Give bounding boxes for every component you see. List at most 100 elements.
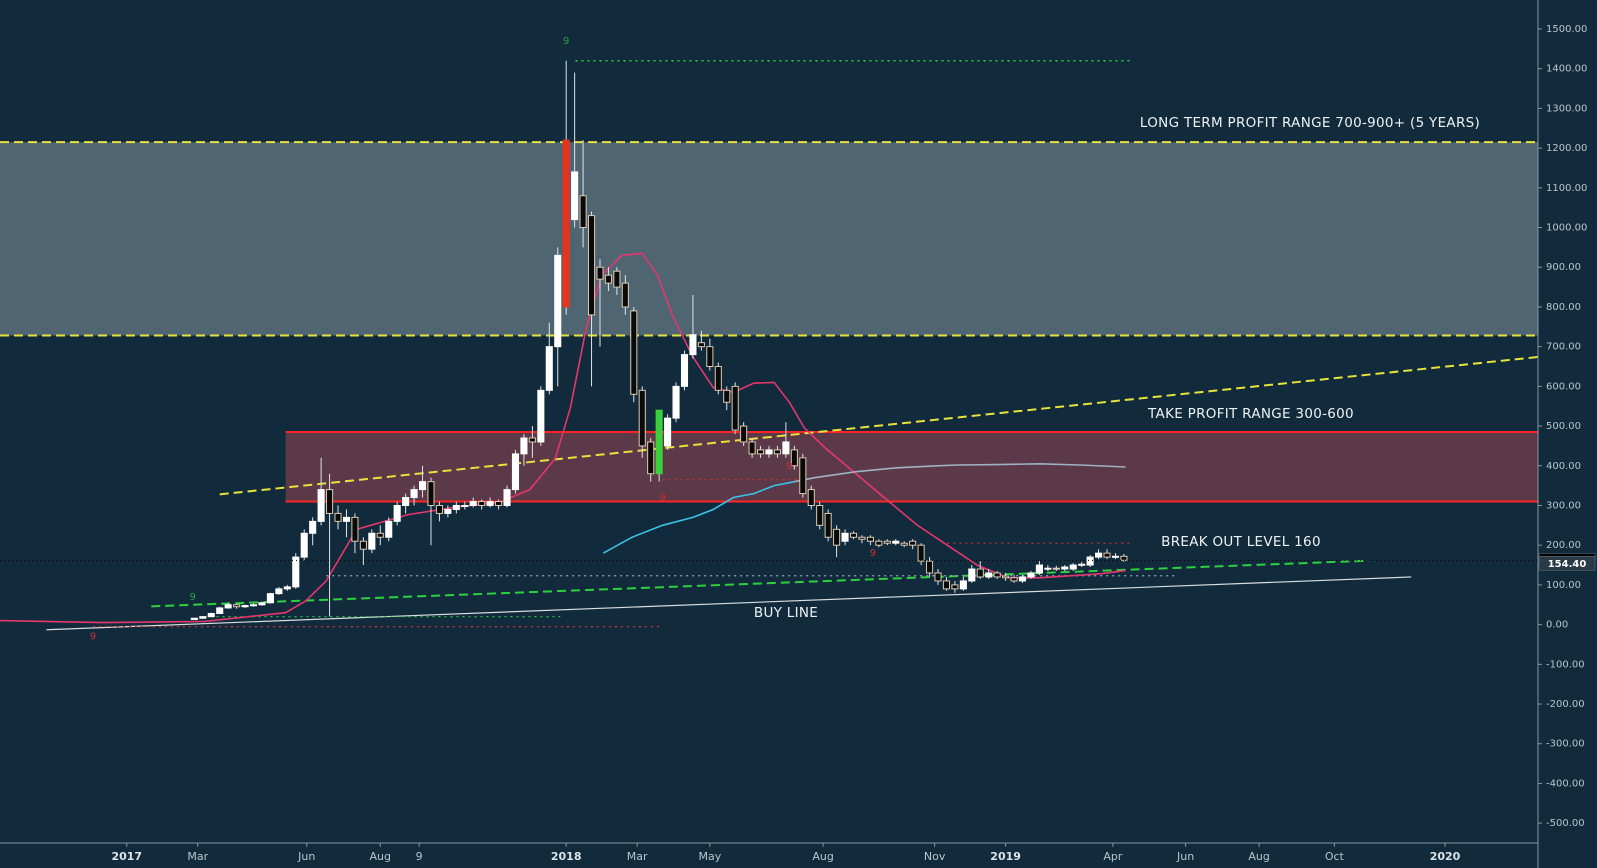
y-tick-label: -100.00 [1546, 659, 1585, 670]
x-tick-label: 2019 [990, 850, 1021, 863]
candle-body [1120, 555, 1128, 561]
candle-body [444, 508, 452, 514]
candle-body [993, 572, 1001, 578]
candle-body [300, 532, 308, 558]
candle-body [1078, 563, 1086, 566]
candle-body [714, 366, 722, 391]
candle-body [782, 441, 790, 455]
td-count: 9 [786, 461, 792, 472]
trend-line [46, 576, 1412, 631]
candle-body [334, 512, 342, 522]
candle-body [511, 453, 520, 491]
candle-body [1103, 552, 1111, 558]
candle-body [537, 389, 545, 443]
candle-body [900, 542, 908, 546]
x-tick-label: Nov [924, 850, 946, 863]
candle-body [587, 215, 596, 316]
y-tick-label: -200.00 [1546, 699, 1585, 710]
candle-body [875, 540, 883, 546]
candle-body [731, 385, 739, 431]
candle-body [1010, 577, 1018, 582]
trend-line [151, 559, 1370, 608]
candle-body [283, 586, 291, 590]
candle-body [748, 441, 756, 455]
candle-body [664, 417, 672, 447]
x-tick-label: 2020 [1430, 850, 1461, 863]
candle-body [757, 449, 765, 455]
y-tick-label: 1000.00 [1546, 223, 1587, 234]
candle-body [410, 489, 418, 499]
candle-body [638, 389, 646, 447]
candle-body [233, 604, 241, 608]
candle-body [1095, 552, 1103, 558]
candle-body [883, 540, 891, 544]
candle-body [545, 346, 553, 391]
candle-body [1111, 555, 1120, 558]
candle-body [858, 536, 866, 540]
y-tick-label: -400.00 [1546, 778, 1585, 789]
candle-body [452, 504, 460, 510]
candle-body [630, 310, 638, 395]
candle-body [613, 270, 621, 288]
y-tick-label: 1100.00 [1546, 183, 1587, 194]
y-tick-label: 1400.00 [1546, 64, 1587, 75]
candle-body [841, 532, 849, 542]
candle-body [604, 274, 612, 284]
ma-line [794, 462, 1126, 483]
candle-body [951, 584, 959, 590]
x-tick-label: 9 [416, 850, 423, 863]
plot-area: 9 9 9 9 9 9 [0, 36, 1538, 643]
candle-body [917, 544, 925, 562]
candle-body [326, 489, 334, 514]
candle-body [689, 334, 697, 356]
candle-body [1018, 576, 1027, 582]
candle-body [926, 560, 934, 574]
candle-body [224, 604, 232, 609]
x-tick-label: Oct [1325, 850, 1345, 863]
candle-body [655, 409, 663, 475]
candle-body [621, 282, 629, 308]
x-tick-label: Mar [627, 850, 648, 863]
candle-body [1035, 564, 1043, 574]
candle-body [393, 504, 401, 522]
x-tick-label: Apr [1103, 850, 1123, 863]
candle-body [1086, 556, 1094, 566]
y-tick-label: 600.00 [1546, 381, 1581, 392]
candle-body [520, 437, 528, 455]
candle-body [824, 512, 832, 538]
candle-body [968, 568, 976, 582]
y-tick-label: 1500.00 [1546, 24, 1587, 35]
candle-body [985, 572, 993, 578]
candle-body [241, 605, 249, 608]
candle-body [680, 354, 689, 387]
candle-body [478, 501, 486, 506]
candle-body [892, 540, 900, 544]
candle-body [495, 501, 503, 506]
x-tick-label: Jun [1176, 850, 1194, 863]
x-tick-label: 2018 [551, 850, 582, 863]
candle-body [579, 195, 587, 229]
candle-body [317, 489, 325, 522]
candle-body [740, 425, 748, 443]
annotations: LONG TERM PROFIT RANGE 700-900+ (5 YEARS… [754, 115, 1480, 621]
zone [0, 142, 1538, 336]
td-count: 9 [90, 632, 96, 643]
candle-body [249, 604, 258, 607]
candle-body [849, 532, 858, 538]
candle-body [866, 536, 874, 542]
candle-body [190, 617, 198, 620]
td-count: 9 [870, 548, 876, 559]
annotation: LONG TERM PROFIT RANGE 700-900+ (5 YEARS… [1140, 115, 1480, 131]
candle-body [959, 580, 967, 590]
candle-body [807, 489, 815, 506]
price-tag-label: 154.40 [1548, 559, 1587, 570]
annotation: TAKE PROFIT RANGE 300-600 [1147, 406, 1354, 422]
candle-body [275, 588, 283, 595]
candle-body [562, 139, 570, 308]
y-tick-label: 1300.00 [1546, 103, 1587, 114]
x-tick-label: Aug [1248, 850, 1269, 863]
y-tick-label: 500.00 [1546, 421, 1581, 432]
candle-body [427, 481, 435, 506]
candle-body [342, 516, 351, 522]
candle-body [418, 481, 427, 491]
